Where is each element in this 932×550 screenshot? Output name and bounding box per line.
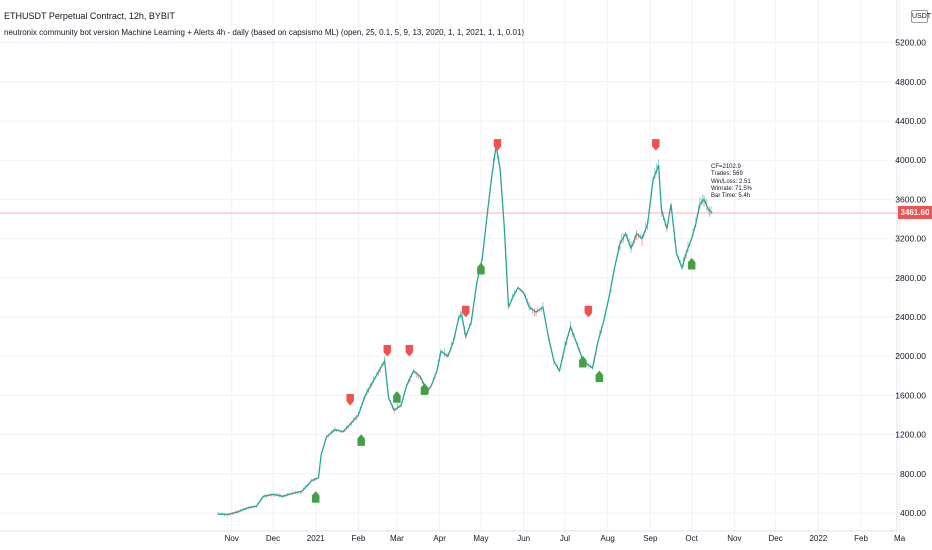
x-tick-label: May xyxy=(473,534,488,543)
sell-signal-icon xyxy=(346,393,354,406)
x-tick-label: Jun xyxy=(517,534,530,543)
x-tick-label: Ma xyxy=(894,534,906,543)
currency-button[interactable]: USDT xyxy=(911,10,931,23)
sell-signal-icon xyxy=(652,139,660,151)
x-tick-label: Aug xyxy=(601,534,615,543)
buy-signal-icon xyxy=(595,370,604,383)
stats-line: Bar Time: 5.4h xyxy=(711,193,751,200)
y-tick-label: 4800.00 xyxy=(895,77,926,87)
signal-markers[interactable] xyxy=(311,139,696,503)
x-tick-label: Dec xyxy=(266,534,280,543)
price-series xyxy=(217,145,713,516)
y-tick-label: 400.00 xyxy=(900,508,926,518)
x-tick-label: 2022 xyxy=(809,534,827,543)
x-tick-label: Nov xyxy=(225,534,239,543)
stats-line: CF=2102.9 xyxy=(711,164,741,170)
y-tick-label: 4400.00 xyxy=(895,116,926,126)
stats-line: Win/Loss: 2.51 xyxy=(711,178,751,185)
sell-signal-icon xyxy=(462,305,470,318)
buy-signal-icon xyxy=(477,262,485,275)
y-tick-label: 2000.00 xyxy=(895,351,926,361)
x-tick-label: 2021 xyxy=(307,534,325,543)
x-tick-label: Dec xyxy=(769,534,783,543)
x-tick-label: Sep xyxy=(643,534,658,543)
y-tick-label: 1200.00 xyxy=(895,430,926,440)
buy-signal-icon xyxy=(393,391,401,403)
x-tick-label: Apr xyxy=(433,534,446,543)
x-tick-label: Nov xyxy=(727,534,741,543)
buy-signal-icon xyxy=(687,257,696,270)
buy-signal-icon xyxy=(357,434,365,446)
x-tick-label: Feb xyxy=(854,534,868,543)
y-tick-label: 1600.00 xyxy=(895,390,926,400)
chart-title: ETHUSDT Perpetual Contract, 12h, BYBIT xyxy=(4,11,175,21)
price-axis[interactable]: 400.00 800.00 1200.00 1600.00 2000.00 2400.00… xyxy=(895,0,926,531)
buy-signal-icon xyxy=(579,355,587,368)
x-tick-label: Oct xyxy=(685,534,698,543)
stats-panel: CF=2102.9 Trades: 569 Win/Loss: 2.51 Win… xyxy=(711,164,752,200)
last-price-tag: 3461.60 xyxy=(898,206,932,220)
y-tick-label: 3600.00 xyxy=(895,194,926,204)
sell-signal-icon xyxy=(383,344,392,357)
y-tick-label: 800.00 xyxy=(900,469,926,479)
y-tick-label: 3200.00 xyxy=(895,234,926,244)
y-tick-label: 2400.00 xyxy=(895,312,926,322)
y-tick-label: 5200.00 xyxy=(895,38,926,48)
sell-signal-icon xyxy=(584,305,593,318)
stats-line: Trades: 569 xyxy=(711,171,743,178)
x-tick-label: Jul xyxy=(560,534,570,543)
x-tick-label: Feb xyxy=(351,534,365,543)
sell-signal-icon xyxy=(405,344,414,357)
price-line xyxy=(217,145,713,516)
grid xyxy=(0,0,901,531)
stats-line: Winrate: 71.5% xyxy=(711,185,753,192)
buy-signal-icon xyxy=(420,383,429,395)
buy-signal-icon xyxy=(311,491,320,503)
time-axis[interactable]: Nov Dec 2021 Feb Mar Apr May Jun Jul Aug Sep Oct Nov… xyxy=(0,530,906,543)
sell-signal-icon xyxy=(493,139,502,151)
x-tick-label: Mar xyxy=(390,534,404,543)
y-tick-label: 4000.00 xyxy=(895,155,926,165)
indicator-label[interactable]: neutronix community bot version Machine … xyxy=(4,28,525,37)
y-tick-label: 2800.00 xyxy=(895,273,926,283)
